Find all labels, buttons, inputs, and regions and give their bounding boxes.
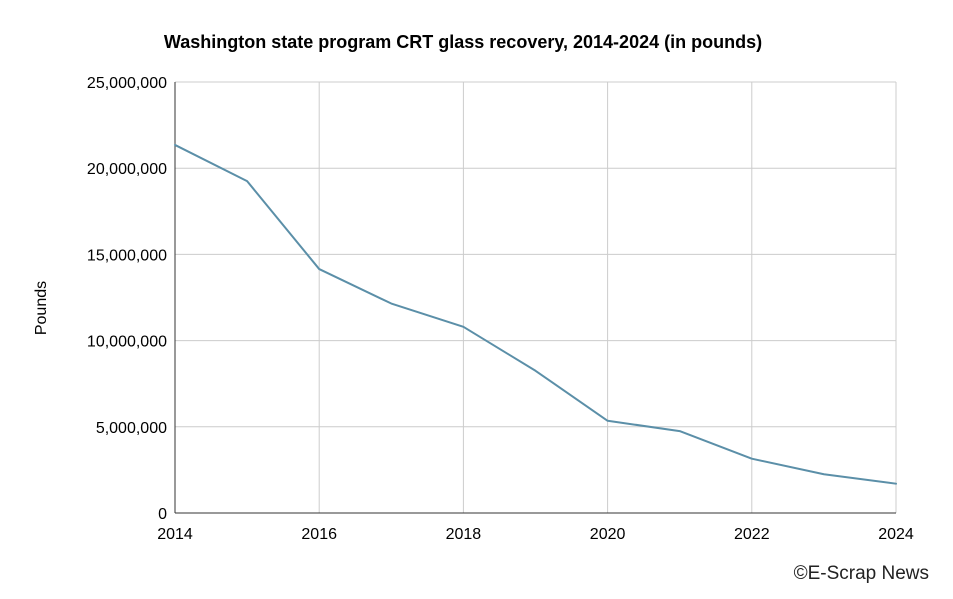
data-point <box>174 144 176 146</box>
x-tick-labels: 2014 2016 2018 2020 2022 2024 <box>157 526 914 543</box>
y-tick-labels: 0 5,000,000 10,000,000 15,000,000 20,000,000… <box>87 75 167 523</box>
x-tick-label: 2016 <box>301 526 337 543</box>
y-tick-label: 25,000,000 <box>87 75 167 92</box>
x-tick-label: 2024 <box>878 526 914 543</box>
x-tick-label: 2022 <box>734 526 770 543</box>
x-tick-label: 2018 <box>446 526 482 543</box>
chart-title: Washington state program CRT glass recov… <box>164 32 762 52</box>
y-tick-label: 10,000,000 <box>87 334 167 351</box>
data-point <box>462 326 464 328</box>
y-tick-label: 5,000,000 <box>96 420 167 437</box>
series-line <box>174 143 897 485</box>
y-axis-label: Pounds <box>33 281 50 335</box>
data-point <box>751 458 753 460</box>
data-point <box>823 473 825 475</box>
series-layer <box>174 143 897 485</box>
x-tick-label: 2020 <box>590 526 626 543</box>
data-point <box>895 483 897 485</box>
data-point <box>607 420 609 422</box>
y-tick-label: 0 <box>158 506 167 523</box>
data-point <box>390 303 392 305</box>
data-point <box>679 430 681 432</box>
gridlines <box>175 81 897 513</box>
axes <box>174 82 896 514</box>
data-point <box>246 180 248 182</box>
y-tick-label: 20,000,000 <box>87 161 167 178</box>
credit-text: ©E-Scrap News <box>794 563 929 584</box>
y-tick-label: 15,000,000 <box>87 247 167 264</box>
data-point <box>318 268 320 270</box>
data-point <box>535 370 537 372</box>
x-tick-label: 2014 <box>157 526 193 543</box>
